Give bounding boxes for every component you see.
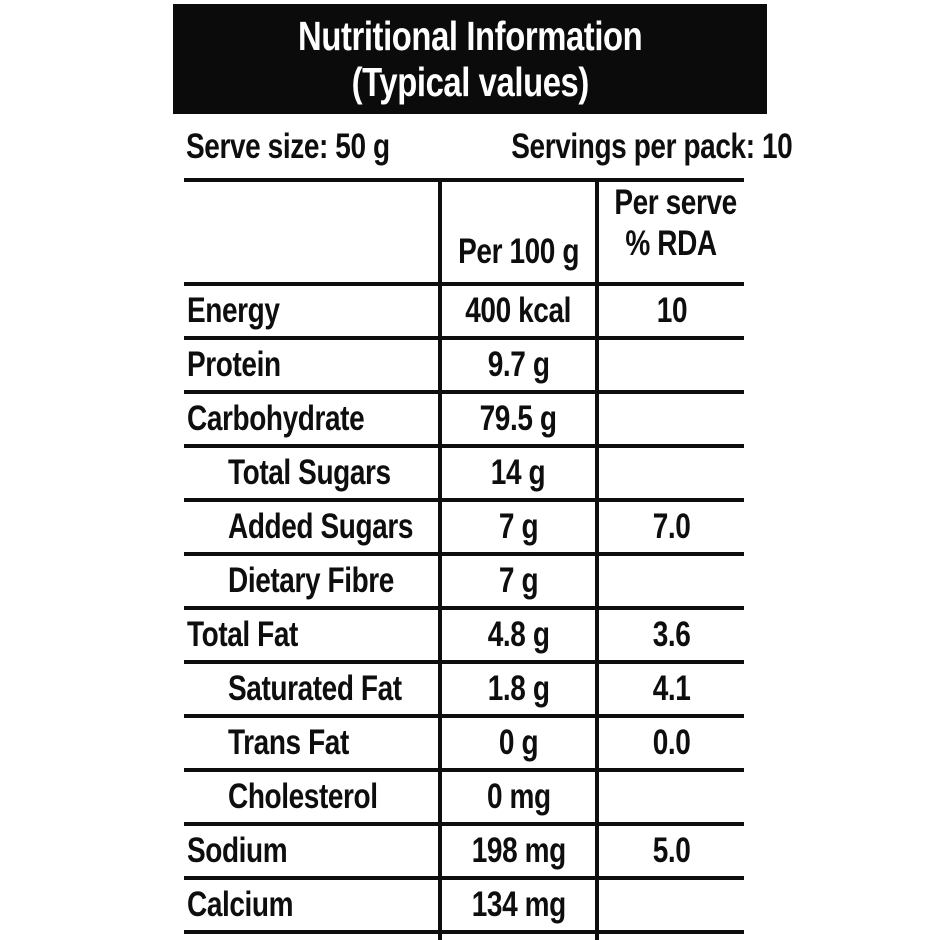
serve-size-text: Serve size: 50 g (186, 127, 390, 166)
header-row: Per 100 g Per serve % RDA (184, 180, 744, 286)
title-line-2: (Typical values) (351, 59, 589, 105)
nutrient-name: Cholesterol (228, 777, 378, 816)
per-serve-rda-value-cell (597, 770, 744, 826)
per-100g-value: 198 mg (471, 831, 566, 870)
per-serve-rda-value: 4.1 (652, 669, 691, 708)
nutrient-name-cell: Saturated Fat (184, 662, 442, 718)
per-serve-rda-value-cell: 5.0 (597, 824, 744, 880)
nutrient-name: Carbohydrate (187, 399, 365, 438)
nutrient-name: Added Sugars (228, 507, 414, 546)
per-serve-rda-value-cell (597, 554, 744, 610)
nutrient-name-cell: Dietary Fibre (184, 554, 442, 610)
per-serve-rda-value-cell: 0.0 (597, 716, 744, 772)
header-cell-per-serve-rda: Per serve % RDA (597, 180, 744, 286)
per-100g-value: 9.7 g (487, 345, 550, 384)
header-cell-item (184, 180, 442, 286)
nutrient-name: Sodium (187, 831, 288, 870)
per-100g-value-cell: 4.8 g (440, 608, 599, 664)
servings-per-pack-text: Servings per pack: 10 (510, 127, 792, 166)
table-row: Saturated Fat 1.8 g 4.1 (184, 662, 744, 718)
per-100g-value-cell: 3000 mg (440, 932, 599, 940)
per-100g-value-cell: 1.8 g (440, 662, 599, 718)
per-100g-value-cell: 134 mg (440, 878, 599, 934)
per-serve-rda-value: 7.0 (652, 507, 691, 546)
nutrient-name: Calcium (187, 885, 294, 924)
nutrient-name-cell: Total Fat (184, 608, 442, 664)
nutrient-name-cell: Trans Fat (184, 716, 442, 772)
per-serve-rda-value-cell (597, 338, 744, 394)
serving-info-row: Serve size: 50 g Servings per pack: 10 (186, 120, 792, 174)
title-bar: Nutritional Information (Typical values) (173, 4, 767, 114)
nutrient-name-cell: Sodium (184, 824, 442, 880)
nutrient-name-cell: Cholesterol (184, 770, 442, 826)
per-100g-value: 7 g (498, 561, 539, 600)
per-serve-rda-value-cell: 10 (597, 284, 744, 340)
nutrient-name: Energy (187, 291, 280, 330)
table-row: Cholesterol 0 mg (184, 770, 744, 826)
per-serve-rda-value-cell: 4.1 (597, 662, 744, 718)
header-cell-per-100g: Per 100 g (440, 180, 599, 286)
per-100g-value-cell: 79.5 g (440, 392, 599, 448)
per-100g-value: 7 g (498, 507, 539, 546)
table-row: Carbohydrate 79.5 g (184, 392, 744, 448)
table-row: Dietary Fibre 7 g (184, 554, 744, 610)
per-100g-value: 134 mg (471, 885, 566, 924)
per-100g-value-cell: 9.7 g (440, 338, 599, 394)
per-100g-label: Per 100 g (458, 232, 579, 271)
nutrient-name: Trans Fat (228, 723, 349, 762)
nutrient-name: Total Sugars (228, 453, 391, 492)
per-serve-rda-value: 0.0 (652, 723, 691, 762)
per-100g-value-cell: 198 mg (440, 824, 599, 880)
title-line-1: Nutritional Information (297, 13, 643, 59)
table-row: Energy 400 kcal 10 (184, 284, 744, 340)
nutrient-name-cell: Calcium (184, 878, 442, 934)
table-row: Protein 9.7 g (184, 338, 744, 394)
nutrient-name-cell: Omega 3 Fatty Acids (184, 932, 442, 940)
per-100g-value: 0 mg (486, 777, 551, 816)
table-body: Energy 400 kcal 10 Protein 9.7 g Carbohydrate… (184, 284, 744, 940)
per-100g-value-cell: 400 kcal (440, 284, 599, 340)
per-serve-rda-value: 5.0 (652, 831, 691, 870)
nutrient-name: Saturated Fat (228, 669, 402, 708)
per-100g-value-cell: 0 g (440, 716, 599, 772)
per-100g-value: 4.8 g (487, 615, 550, 654)
rda-label: % RDA (625, 224, 718, 263)
nutrient-name: Protein (187, 345, 281, 384)
table-row: Total Sugars 14 g (184, 446, 744, 502)
table-header: Per 100 g Per serve % RDA (184, 180, 744, 286)
table-row: Added Sugars 7 g 7.0 (184, 500, 744, 556)
nutrition-table: Per 100 g Per serve % RDA Energy 400 kcal… (184, 178, 744, 940)
nutrient-name-cell: Protein (184, 338, 442, 394)
table-row: Total Fat 4.8 g 3.6 (184, 608, 744, 664)
per-100g-value-cell: 7 g (440, 500, 599, 556)
nutrient-name-cell: Total Sugars (184, 446, 442, 502)
table-row: Calcium 134 mg (184, 878, 744, 934)
per-serve-rda-value-cell (597, 932, 744, 940)
per-serve-rda-value-cell (597, 446, 744, 502)
nutrient-name: Dietary Fibre (228, 561, 394, 600)
per-serve-rda-value: 10 (656, 291, 687, 330)
nutrient-name-cell: Carbohydrate (184, 392, 442, 448)
per-100g-value-cell: 14 g (440, 446, 599, 502)
table-row: Omega 3 Fatty Acids3000 mg (184, 932, 744, 940)
per-100g-value-cell: 0 mg (440, 770, 599, 826)
per-serve-rda-value-cell (597, 878, 744, 934)
per-serve-rda-value-cell: 3.6 (597, 608, 744, 664)
nutrient-name-cell: Added Sugars (184, 500, 442, 556)
nutrient-name-cell: Energy (184, 284, 442, 340)
per-100g-value: 400 kcal (465, 291, 572, 330)
per-100g-value-cell: 7 g (440, 554, 599, 610)
per-serve-label: Per serve (614, 183, 737, 222)
table-row: Sodium 198 mg 5.0 (184, 824, 744, 880)
per-100g-value: 0 g (498, 723, 539, 762)
per-100g-value: 79.5 g (479, 399, 557, 438)
nutrient-name: Total Fat (187, 615, 298, 654)
per-serve-rda-value-cell (597, 392, 744, 448)
per-100g-value: 1.8 g (487, 669, 550, 708)
per-serve-rda-value-cell: 7.0 (597, 500, 744, 556)
per-serve-rda-value: 3.6 (652, 615, 691, 654)
table-row: Trans Fat 0 g 0.0 (184, 716, 744, 772)
per-100g-value: 14 g (491, 453, 546, 492)
